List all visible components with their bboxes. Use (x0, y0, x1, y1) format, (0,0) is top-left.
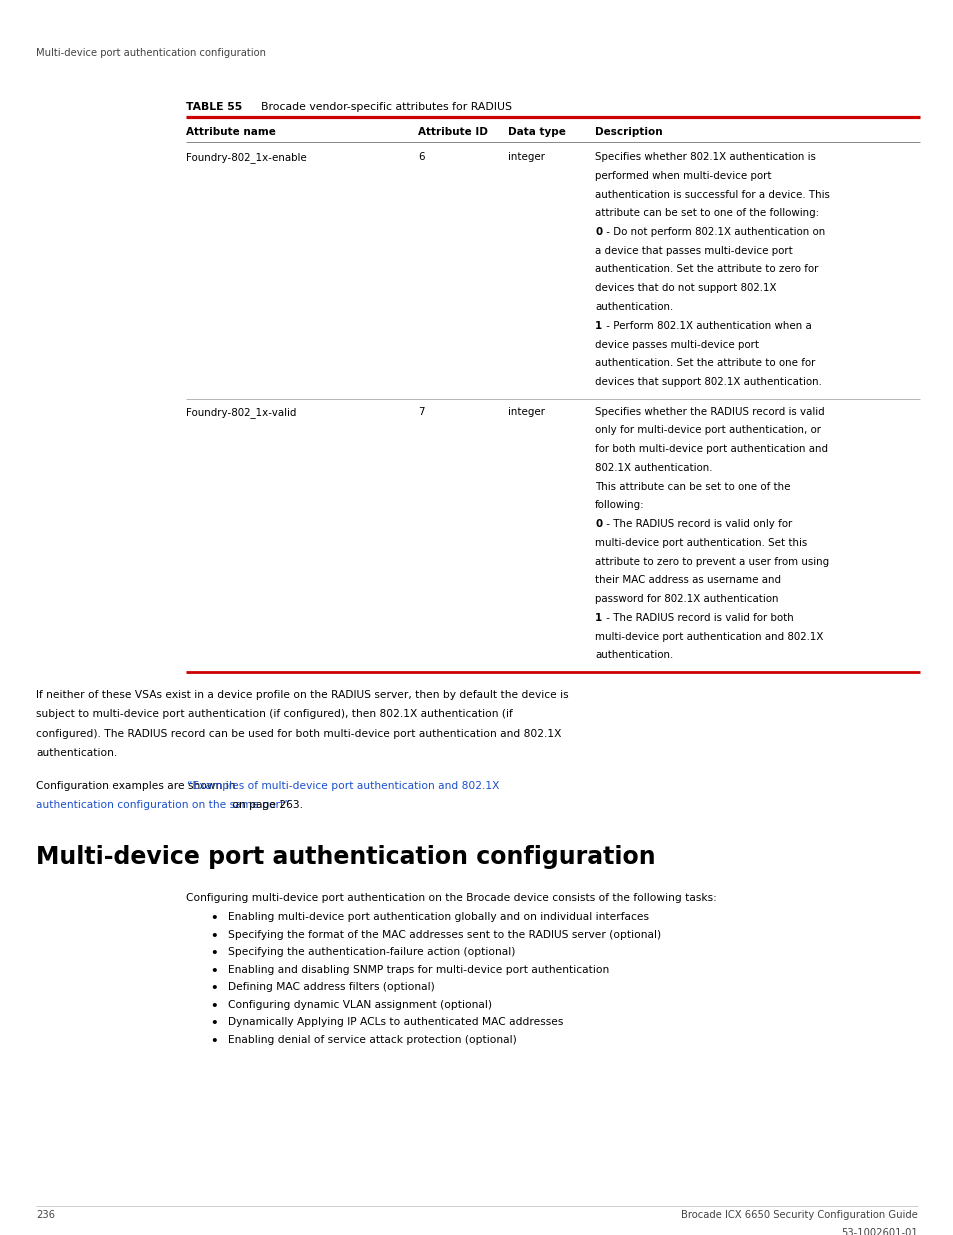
Text: their MAC address as username and: their MAC address as username and (595, 576, 781, 585)
Text: - The RADIUS record is valid only for: - The RADIUS record is valid only for (602, 519, 791, 530)
Text: device passes multi-device port: device passes multi-device port (595, 340, 759, 350)
Text: attribute to zero to prevent a user from using: attribute to zero to prevent a user from… (595, 557, 828, 567)
Text: This attribute can be set to one of the: This attribute can be set to one of the (595, 482, 790, 492)
Text: Configuring multi-device port authentication on the Brocade device consists of t: Configuring multi-device port authentica… (186, 893, 716, 903)
Text: 1: 1 (595, 613, 601, 622)
Text: •: • (210, 999, 217, 1013)
Text: - Perform 802.1X authentication when a: - Perform 802.1X authentication when a (602, 321, 811, 331)
Text: •: • (210, 913, 217, 925)
Text: 7: 7 (417, 406, 424, 416)
Text: integer: integer (507, 152, 544, 162)
Text: Dynamically Applying IP ACLs to authenticated MAC addresses: Dynamically Applying IP ACLs to authenti… (228, 1018, 563, 1028)
Text: multi-device port authentication. Set this: multi-device port authentication. Set th… (595, 538, 806, 548)
Text: 6: 6 (417, 152, 424, 162)
Text: only for multi-device port authentication, or: only for multi-device port authenticatio… (595, 426, 821, 436)
Text: 0: 0 (595, 519, 601, 530)
Text: multi-device port authentication and 802.1X: multi-device port authentication and 802… (595, 632, 822, 642)
Text: Specifying the format of the MAC addresses sent to the RADIUS server (optional): Specifying the format of the MAC address… (228, 930, 660, 940)
Text: Configuring dynamic VLAN assignment (optional): Configuring dynamic VLAN assignment (opt… (228, 999, 492, 1009)
Text: Defining MAC address filters (optional): Defining MAC address filters (optional) (228, 982, 435, 992)
Text: Brocade vendor-specific attributes for RADIUS: Brocade vendor-specific attributes for R… (261, 103, 512, 112)
Text: Attribute ID: Attribute ID (417, 127, 487, 137)
Text: Attribute name: Attribute name (186, 127, 275, 137)
Text: 802.1X authentication.: 802.1X authentication. (595, 463, 712, 473)
Text: Brocade ICX 6650 Security Configuration Guide: Brocade ICX 6650 Security Configuration … (680, 1210, 917, 1220)
Text: performed when multi-device port: performed when multi-device port (595, 170, 771, 180)
Text: devices that do not support 802.1X: devices that do not support 802.1X (595, 283, 776, 293)
Text: authentication is successful for a device. This: authentication is successful for a devic… (595, 189, 829, 200)
Text: - The RADIUS record is valid for both: - The RADIUS record is valid for both (602, 613, 793, 622)
Text: authentication.: authentication. (595, 651, 673, 661)
Text: •: • (210, 982, 217, 995)
Text: Enabling denial of service attack protection (optional): Enabling denial of service attack protec… (228, 1035, 517, 1045)
Text: authentication configuration on the same port”: authentication configuration on the same… (36, 800, 290, 810)
Text: password for 802.1X authentication: password for 802.1X authentication (595, 594, 778, 604)
Text: subject to multi-device port authentication (if configured), then 802.1X authent: subject to multi-device port authenticat… (36, 709, 512, 720)
Text: authentication. Set the attribute to one for: authentication. Set the attribute to one… (595, 358, 815, 368)
Text: configured). The RADIUS record can be used for both multi-device port authentica: configured). The RADIUS record can be us… (36, 729, 560, 739)
Text: Multi-device port authentication configuration: Multi-device port authentication configu… (36, 48, 266, 58)
Text: 0: 0 (595, 227, 601, 237)
Text: Configuration examples are shown in: Configuration examples are shown in (36, 781, 238, 790)
Text: 1: 1 (595, 321, 601, 331)
Text: Enabling and disabling SNMP traps for multi-device port authentication: Enabling and disabling SNMP traps for mu… (228, 965, 609, 974)
Text: Enabling multi-device port authentication globally and on individual interfaces: Enabling multi-device port authenticatio… (228, 913, 648, 923)
Text: •: • (210, 930, 217, 942)
Text: “Examples of multi-device port authentication and 802.1X: “Examples of multi-device port authentic… (187, 781, 499, 790)
Text: - Do not perform 802.1X authentication on: - Do not perform 802.1X authentication o… (602, 227, 824, 237)
Text: Specifies whether the RADIUS record is valid: Specifies whether the RADIUS record is v… (595, 406, 823, 416)
Text: authentication.: authentication. (595, 303, 673, 312)
Text: If neither of these VSAs exist in a device profile on the RADIUS server, then by: If neither of these VSAs exist in a devi… (36, 690, 568, 700)
Text: Foundry-802_1x-enable: Foundry-802_1x-enable (186, 152, 307, 163)
Text: 53-1002601-01: 53-1002601-01 (841, 1228, 917, 1235)
Text: authentication. Set the attribute to zero for: authentication. Set the attribute to zer… (595, 264, 818, 274)
Text: attribute can be set to one of the following:: attribute can be set to one of the follo… (595, 209, 819, 219)
Text: 236: 236 (36, 1210, 55, 1220)
Text: Multi-device port authentication configuration: Multi-device port authentication configu… (36, 845, 655, 869)
Text: Description: Description (595, 127, 662, 137)
Text: for both multi-device port authentication and: for both multi-device port authenticatio… (595, 445, 827, 454)
Text: •: • (210, 965, 217, 978)
Text: •: • (210, 1035, 217, 1047)
Text: integer: integer (507, 406, 544, 416)
Text: Specifying the authentication-failure action (optional): Specifying the authentication-failure ac… (228, 947, 515, 957)
Text: •: • (210, 1018, 217, 1030)
Text: on page 263.: on page 263. (229, 800, 303, 810)
Text: devices that support 802.1X authentication.: devices that support 802.1X authenticati… (595, 377, 821, 387)
Text: Data type: Data type (507, 127, 565, 137)
Text: Foundry-802_1x-valid: Foundry-802_1x-valid (186, 406, 296, 417)
Text: •: • (210, 947, 217, 960)
Text: authentication.: authentication. (36, 747, 117, 758)
Text: following:: following: (595, 500, 644, 510)
Text: Specifies whether 802.1X authentication is: Specifies whether 802.1X authentication … (595, 152, 815, 162)
Text: a device that passes multi-device port: a device that passes multi-device port (595, 246, 792, 256)
Text: TABLE 55: TABLE 55 (186, 103, 242, 112)
